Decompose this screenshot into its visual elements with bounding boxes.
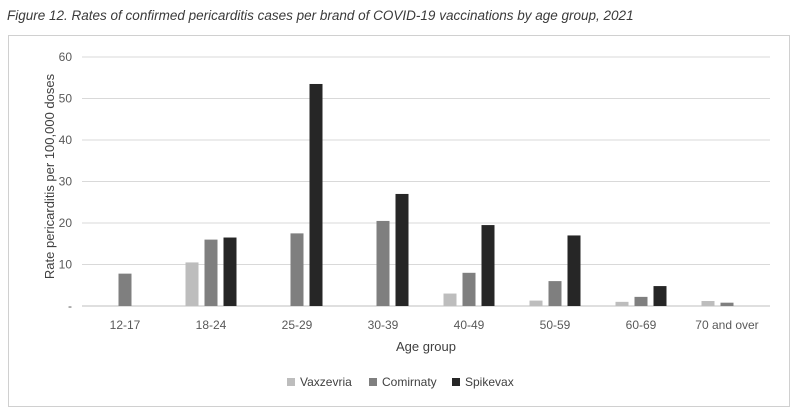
- bar-spikevax-60-69: [653, 286, 667, 306]
- bar-comirnaty-70-and-over: [720, 302, 734, 306]
- y-axis-ticks: - 10 20 30 40 50 60: [59, 50, 73, 313]
- bar-spikevax-30-39: [395, 193, 409, 306]
- bar-comirnaty-50-59: [548, 281, 562, 306]
- y-tick-label: -: [68, 299, 72, 313]
- x-tick-label: 60-69: [626, 318, 657, 332]
- bars: [118, 83, 734, 306]
- bar-comirnaty-18-24: [204, 239, 218, 306]
- x-tick-label: 25-29: [282, 318, 313, 332]
- y-tick-label: 40: [59, 133, 73, 147]
- bar-spikevax-18-24: [223, 237, 237, 306]
- legend: Vaxzevria Comirnaty Spikevax: [287, 375, 514, 389]
- bar-vaxzevria-40-49: [443, 293, 457, 306]
- x-tick-label: 50-59: [540, 318, 571, 332]
- legend-label-vaxzevria: Vaxzevria: [300, 375, 352, 389]
- bar-spikevax-25-29: [309, 83, 323, 306]
- y-axis-title: Rate pericarditis per 100,000 doses: [42, 73, 57, 279]
- bar-vaxzevria-18-24: [185, 262, 199, 306]
- figure-title: Figure 12. Rates of confirmed pericardit…: [7, 8, 634, 23]
- y-tick-label: 30: [59, 175, 73, 189]
- bar-spikevax-50-59: [567, 235, 581, 306]
- y-tick-label: 20: [59, 216, 73, 230]
- y-tick-label: 60: [59, 50, 73, 64]
- bar-spikevax-40-49: [481, 225, 495, 306]
- x-tick-label: 18-24: [196, 318, 227, 332]
- legend-swatch-comirnaty: [369, 378, 377, 386]
- x-tick-label: 30-39: [368, 318, 399, 332]
- y-tick-label: 10: [59, 258, 73, 272]
- legend-swatch-spikevax: [452, 378, 460, 386]
- gridlines: [82, 56, 770, 307]
- x-tick-label: 12-17: [110, 318, 141, 332]
- legend-swatch-vaxzevria: [287, 378, 295, 386]
- bar-comirnaty-40-49: [462, 272, 476, 306]
- x-tick-label: 40-49: [454, 318, 485, 332]
- bar-vaxzevria-60-69: [615, 301, 629, 306]
- x-axis-ticks: 12-17 18-24 25-29 30-39 40-49 50-59 60-69 70 an…: [110, 318, 759, 332]
- x-axis-title: Age group: [396, 339, 456, 354]
- bar-vaxzevria-50-59: [529, 300, 543, 306]
- bar-comirnaty-60-69: [634, 296, 648, 306]
- y-tick-label: 50: [59, 92, 73, 106]
- x-tick-label: 70 and over: [695, 318, 758, 332]
- legend-label-comirnaty: Comirnaty: [382, 375, 437, 389]
- bar-comirnaty-12-17: [118, 273, 132, 306]
- bar-comirnaty-30-39: [376, 220, 390, 306]
- bar-vaxzevria-70-and-over: [701, 301, 715, 306]
- bar-comirnaty-25-29: [290, 233, 304, 306]
- legend-label-spikevax: Spikevax: [465, 375, 514, 389]
